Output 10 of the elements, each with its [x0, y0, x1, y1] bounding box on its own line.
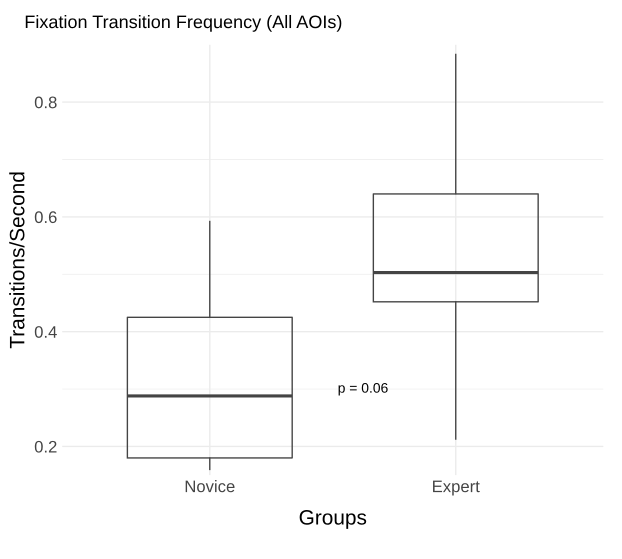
y-axis-title: Transitions/Second	[9, 172, 24, 348]
x-tick-label: Novice	[186, 480, 235, 492]
x-tick-label: Expert	[433, 480, 480, 496]
annotation: p = 0.06	[338, 382, 388, 396]
y-tick-label: 0.8	[34, 96, 57, 108]
chart-title: Fixation Transition Frequency (All AOIs)	[26, 14, 342, 32]
y-tick-label: 0.2	[34, 440, 57, 453]
y-tick-label: 0.6	[34, 211, 57, 224]
x-axis-title: Groups	[300, 510, 366, 529]
y-tick-label: 0.4	[34, 326, 57, 338]
